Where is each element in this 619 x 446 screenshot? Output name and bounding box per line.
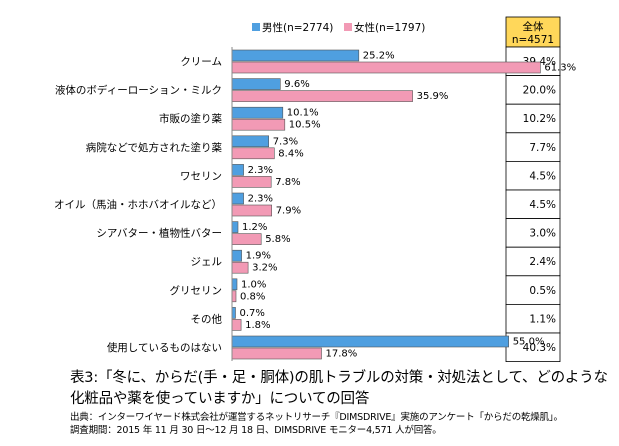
value-label-male-vaseline: 2.3% xyxy=(248,165,273,176)
chart: 男性(n=2774) 女性(n=1797) 全体 n=4571 39.4%20.… xyxy=(54,16,577,363)
value-label-female-none: 17.8% xyxy=(326,349,358,360)
value-label-male-other: 0.7% xyxy=(240,308,265,319)
bar-female-prescribed-ointment xyxy=(231,147,275,160)
bar-male-other xyxy=(231,307,236,319)
bars xyxy=(231,49,541,360)
total-value-shea-butter: 3.0% xyxy=(529,228,556,240)
value-label-female-otc-ointment: 10.5% xyxy=(289,120,321,131)
total-value-other: 1.1% xyxy=(529,313,556,325)
value-label-female-oil: 7.9% xyxy=(276,206,301,217)
value-label-male-oil: 2.3% xyxy=(248,194,273,205)
bar-male-body-lotion xyxy=(231,78,281,90)
total-cell-gel xyxy=(505,246,561,277)
bar-male-cream xyxy=(231,49,360,62)
bar-male-glycerin xyxy=(231,278,238,291)
value-label-male-body-lotion: 9.6% xyxy=(284,79,309,90)
total-value-none: 40.3% xyxy=(523,342,556,354)
source-line-2: 調査期間：2015 年 11 月 30 日～12 月 18 日、DIMSDRIV… xyxy=(70,425,442,436)
legend-label-female: 女性(n=1797) xyxy=(354,21,425,34)
bar-female-glycerin xyxy=(231,290,237,303)
value-label-male-none: 55.0% xyxy=(513,337,545,348)
total-cell-vaseline xyxy=(505,160,561,191)
total-cell-none xyxy=(505,332,561,363)
value-label-female-vaseline: 7.8% xyxy=(275,177,300,188)
figure-caption: 表3:「冬に、からだ(手・足・胴体)の肌トラブルの対策・対処法として、どのような… xyxy=(70,370,608,407)
total-value-prescribed-ointment: 7.7% xyxy=(529,142,556,154)
category-label-other: その他 xyxy=(191,312,223,325)
value-label-female-prescribed-ointment: 8.4% xyxy=(278,148,303,159)
bar-female-gel xyxy=(231,261,249,274)
value-label-female-cream: 61.3% xyxy=(544,63,576,74)
value-label-female-glycerin: 0.8% xyxy=(240,291,265,302)
category-label-gel: ジェル xyxy=(191,256,223,268)
total-value-glycerin: 0.5% xyxy=(529,285,556,297)
bar-male-prescribed-ointment xyxy=(231,135,270,148)
total-cell-other xyxy=(505,303,561,334)
total-value-body-lotion: 20.0% xyxy=(523,85,556,97)
value-label-male-otc-ointment: 10.1% xyxy=(287,108,319,119)
total-column-header-line1: 全体 xyxy=(523,20,544,33)
category-label-glycerin: グリセリン xyxy=(170,284,223,297)
bar-female-body-lotion xyxy=(231,90,413,102)
bar-male-gel xyxy=(231,249,242,262)
category-label-vaseline: ワセリン xyxy=(180,170,222,182)
total-value-oil: 4.5% xyxy=(529,199,556,211)
value-label-female-gel: 3.2% xyxy=(252,263,277,274)
legend-swatch-male xyxy=(252,23,260,31)
value-label-male-shea-butter: 1.2% xyxy=(242,222,267,233)
value-label-female-other: 1.8% xyxy=(245,320,270,331)
total-column-header-line2: n=4571 xyxy=(512,34,554,46)
total-cell-oil xyxy=(505,189,561,220)
category-label-shea-butter: シアバター・植物性バター xyxy=(96,227,222,240)
bar-male-otc-ointment xyxy=(231,106,284,119)
bar-female-shea-butter xyxy=(231,233,262,245)
category-labels: クリーム液体のボディーローション・ミルク市販の塗り薬病院などで処方された塗り薬ワ… xyxy=(54,56,222,354)
category-label-cream: クリーム xyxy=(180,56,222,68)
source-line-1: 出典：インターワイヤード株式会社が運営するネットリサーチ『DIMSDRIVE』実… xyxy=(70,412,563,423)
bar-male-oil xyxy=(231,192,244,205)
bar-female-other xyxy=(231,319,242,331)
category-label-body-lotion: 液体のボディーローション・ミルク xyxy=(55,84,222,97)
total-column: 全体 n=4571 39.4%20.0%10.2%7.7%4.5%4.5%3.0… xyxy=(505,16,561,363)
total-cell-body-lotion xyxy=(505,75,561,105)
source-note: 出典：インターワイヤード株式会社が運営するネットリサーチ『DIMSDRIVE』実… xyxy=(70,411,615,437)
bar-female-none xyxy=(231,347,322,360)
total-value-gel: 2.4% xyxy=(529,256,556,268)
category-label-prescribed-ointment: 病院などで処方された塗り薬 xyxy=(86,141,223,154)
category-label-none: 使用しているものはない xyxy=(107,341,222,354)
value-label-male-cream: 25.2% xyxy=(363,51,395,62)
total-value-otc-ointment: 10.2% xyxy=(523,113,556,125)
category-label-oil: オイル（馬油・ホホバオイルなど） xyxy=(54,198,222,211)
legend-label-male: 男性(n=2774) xyxy=(262,21,333,34)
total-cell-prescribed-ointment xyxy=(505,132,561,162)
value-label-female-shea-butter: 5.8% xyxy=(265,234,290,245)
total-column-header xyxy=(505,16,561,48)
bar-female-otc-ointment xyxy=(231,118,286,131)
bar-male-none xyxy=(231,335,510,348)
bar-male-vaseline xyxy=(231,164,244,176)
total-cell-otc-ointment xyxy=(505,103,561,134)
total-cell-shea-butter xyxy=(505,218,561,248)
value-label-male-glycerin: 1.0% xyxy=(241,279,266,290)
legend-swatch-female xyxy=(344,23,352,31)
value-label-male-prescribed-ointment: 7.3% xyxy=(273,136,298,147)
category-label-otc-ointment: 市販の塗り薬 xyxy=(159,112,222,125)
value-label-female-body-lotion: 35.9% xyxy=(417,91,449,102)
total-value-vaseline: 4.5% xyxy=(529,170,556,182)
value-labels: 25.2% 61.3% 9.6% 35.9% 10.1%10.5% 7.3%8.4% 2.3… xyxy=(240,51,577,360)
bar-female-oil xyxy=(231,204,273,217)
bar-male-shea-butter xyxy=(231,221,239,233)
bar-female-cream xyxy=(231,61,541,74)
value-label-male-gel: 1.9% xyxy=(246,251,271,262)
bar-female-vaseline xyxy=(231,176,272,188)
legend: 男性(n=2774) 女性(n=1797) xyxy=(252,21,425,34)
